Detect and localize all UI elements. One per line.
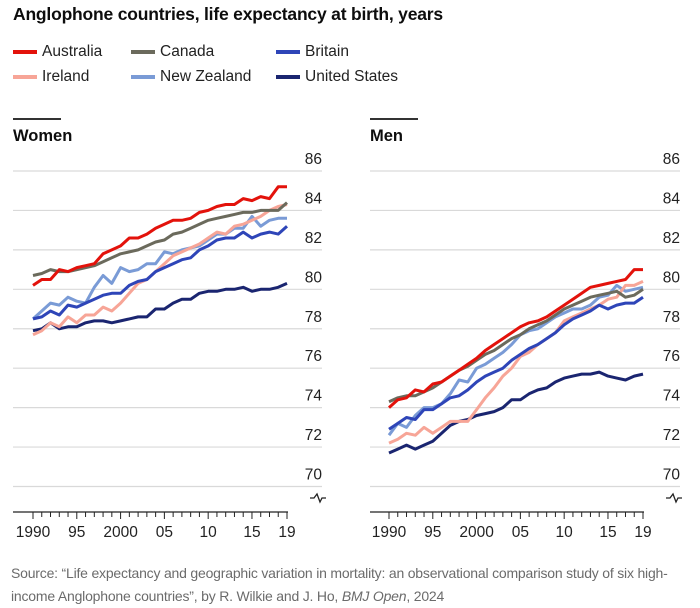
legend-swatch-united-states [276, 75, 300, 79]
source-journal: BMJ Open [341, 588, 407, 604]
men-chart: 86 84 82 80 78 76 74 72 70 1990 95 2000 05 10 15 19 [370, 151, 682, 541]
legend-swatch-australia [13, 50, 37, 54]
y-tick-label: 86 [305, 151, 322, 168]
y-tick-label: 78 [663, 309, 680, 326]
series-line-new-zealand [387, 283, 644, 437]
series-line-canada [32, 201, 288, 277]
legend-item-new-zealand: New Zealand [131, 68, 251, 86]
axis-break-icon [666, 492, 682, 504]
y-tick-label: 84 [305, 190, 323, 207]
x-tick-label: 2000 [459, 524, 494, 541]
legend-swatch-canada [131, 50, 155, 54]
women-panel-rule [13, 118, 61, 120]
legend-swatch-ireland [13, 75, 37, 79]
y-tick-label: 84 [663, 190, 681, 207]
x-tick-label: 19 [634, 524, 651, 541]
legend-item-ireland: Ireland [13, 68, 89, 86]
x-tick-label: 1990 [372, 524, 407, 541]
chart-title: Anglophone countries, life expectancy at… [13, 4, 443, 24]
legend-item-australia: Australia [13, 43, 102, 61]
y-tick-label: 72 [663, 427, 680, 444]
y-tick-label: 80 [305, 269, 323, 286]
y-tick-label: 86 [663, 151, 680, 168]
x-tick-label: 10 [556, 524, 574, 541]
y-tick-label: 82 [663, 230, 680, 247]
legend-swatch-britain [276, 50, 300, 54]
legend-item-united-states: United States [276, 68, 398, 86]
series-line-britain [388, 295, 644, 431]
legend-label: New Zealand [160, 68, 252, 85]
y-tick-label: 76 [663, 348, 680, 365]
source-text: Source: “Life expectancy and geographic … [11, 565, 668, 604]
y-tick-label: 72 [305, 427, 322, 444]
x-tick-label: 19 [278, 524, 295, 541]
women-panel-title: Women [13, 127, 73, 145]
legend-item-britain: Britain [276, 43, 349, 61]
legend-label: Britain [305, 43, 349, 60]
series-line-australia [388, 268, 643, 409]
y-tick-label: 70 [663, 467, 681, 484]
men-panel-rule [370, 118, 418, 120]
series-line-new-zealand [31, 214, 287, 321]
legend-label: Ireland [42, 68, 90, 85]
series-line-ireland [388, 280, 644, 445]
y-tick-label: 82 [305, 230, 322, 247]
y-tick-label: 70 [305, 467, 323, 484]
y-tick-label: 74 [663, 388, 681, 405]
x-tick-label: 05 [156, 524, 173, 541]
series-line-australia [32, 185, 287, 287]
x-tick-label: 95 [424, 524, 441, 541]
legend-item-canada: Canada [131, 43, 214, 61]
x-tick-label: 05 [512, 524, 529, 541]
series-line-united-states [32, 282, 288, 333]
y-tick-label: 76 [305, 348, 322, 365]
x-tick-label: 95 [68, 524, 85, 541]
series-line-ireland [32, 203, 288, 337]
series-line-britain [32, 225, 289, 321]
series-line-canada [388, 288, 644, 404]
y-tick-label: 74 [305, 388, 323, 405]
series-line-united-states [388, 370, 644, 455]
x-tick-label: 15 [243, 524, 260, 541]
men-panel-title: Men [370, 127, 403, 145]
x-tick-label: 10 [200, 524, 218, 541]
x-tick-label: 15 [599, 524, 616, 541]
x-tick-label: 1990 [16, 524, 51, 541]
y-tick-label: 80 [663, 269, 681, 286]
axis-break-icon [310, 492, 326, 504]
legend-label: United States [305, 68, 399, 85]
legend-label: Canada [160, 43, 215, 60]
source-year: , 2024 [406, 588, 445, 604]
source-note: Source: “Life expectancy and geographic … [11, 562, 700, 608]
x-tick-label: 2000 [103, 524, 138, 541]
legend-label: Australia [42, 43, 103, 60]
legend-swatch-new-zealand [131, 75, 155, 79]
women-chart: 86 84 82 80 78 76 74 72 70 1990 95 2000 05 10 15 19 [13, 151, 326, 541]
y-tick-label: 78 [305, 309, 322, 326]
